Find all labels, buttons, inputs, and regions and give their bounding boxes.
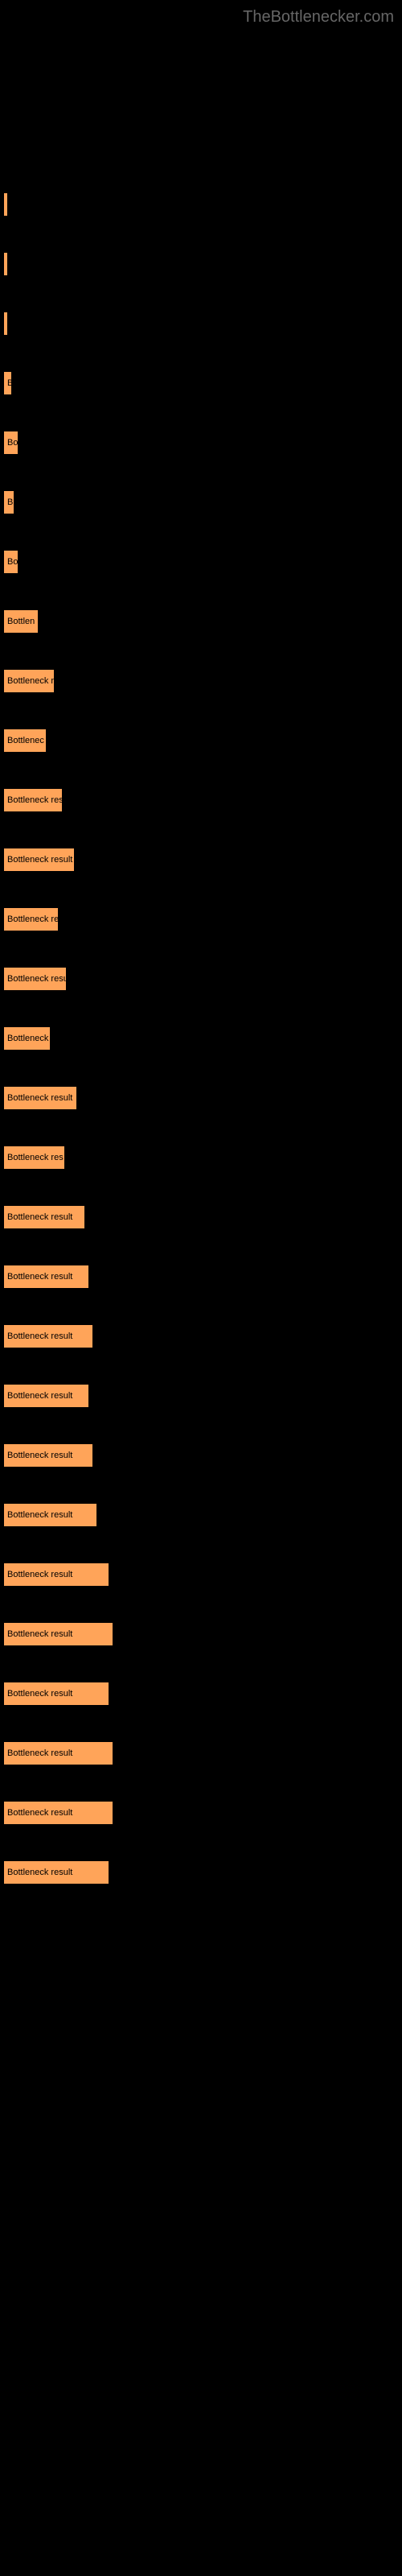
chart-bar: Bottleneck re: [4, 908, 58, 931]
chart-bar: Bottlen: [4, 610, 38, 633]
bar-row: Bottleneck result: [4, 848, 402, 871]
bar-row: Bottleneck result: [4, 1325, 402, 1348]
bar-row: Bottleneck result: [4, 1504, 402, 1526]
bar-row: Bo: [4, 431, 402, 454]
chart-bar: Bottleneck result: [4, 1087, 76, 1109]
bar-row: Bottlen: [4, 610, 402, 633]
bar-row: [4, 312, 402, 335]
bar-row: Bottleneck r: [4, 670, 402, 692]
bar-row: Bottleneck res: [4, 789, 402, 811]
bar-row: Bottleneck result: [4, 1682, 402, 1705]
bar-row: Bottleneck result: [4, 1265, 402, 1288]
bar-row: Bottleneck result: [4, 1563, 402, 1586]
chart-bar: [4, 253, 7, 275]
bar-row: Bo: [4, 551, 402, 573]
chart-bar: Bottleneck result: [4, 1623, 113, 1645]
bar-row: Bottleneck result: [4, 1087, 402, 1109]
chart-bar: [4, 312, 7, 335]
chart-bar: [4, 193, 7, 216]
chart-bar: Bottleneck result: [4, 1742, 113, 1765]
bar-row: Bottleneck result: [4, 1623, 402, 1645]
chart-bar: Bottleneck res: [4, 789, 62, 811]
bar-row: Bottleneck result: [4, 1444, 402, 1467]
bar-row: Bottleneck res: [4, 1146, 402, 1169]
chart-bar: Bottleneck result: [4, 1563, 109, 1586]
bar-row: Bottleneck resu: [4, 968, 402, 990]
chart-bar: Bottleneck result: [4, 1444, 92, 1467]
chart-bar: Bottleneck result: [4, 1682, 109, 1705]
bar-chart: B Bo B Bo Bottlen Bottleneck r Bottlenec Bottle…: [0, 0, 402, 1884]
chart-bar: Bottleneck result: [4, 1802, 113, 1824]
chart-bar: Bottleneck res: [4, 1146, 64, 1169]
chart-bar: Bottleneck result: [4, 1504, 96, 1526]
bar-row: Bottleneck result: [4, 1742, 402, 1765]
bar-row: Bottleneck result: [4, 1861, 402, 1884]
bar-row: Bottleneck result: [4, 1802, 402, 1824]
chart-bar: B: [4, 372, 11, 394]
chart-bar: Bo: [4, 431, 18, 454]
watermark-text: TheBottlenecker.com: [243, 8, 394, 27]
bar-row: B: [4, 491, 402, 514]
bar-row: Bottleneck re: [4, 908, 402, 931]
chart-bar: Bo: [4, 551, 18, 573]
chart-bar: Bottleneck result: [4, 1861, 109, 1884]
chart-bar: Bottleneck result: [4, 1206, 84, 1228]
chart-bar: Bottlenec: [4, 729, 46, 752]
chart-bar: Bottleneck result: [4, 1265, 88, 1288]
bar-row: Bottlenec: [4, 729, 402, 752]
chart-bar: Bottleneck result: [4, 848, 74, 871]
bar-row: [4, 253, 402, 275]
chart-bar: Bottleneck result: [4, 1385, 88, 1407]
chart-bar: Bottleneck result: [4, 1325, 92, 1348]
bar-row: [4, 193, 402, 216]
chart-bar: Bottleneck r: [4, 670, 54, 692]
bar-row: Bottleneck result: [4, 1206, 402, 1228]
chart-bar: Bottleneck: [4, 1027, 50, 1050]
bar-row: Bottleneck: [4, 1027, 402, 1050]
chart-bar: Bottleneck resu: [4, 968, 66, 990]
bar-row: B: [4, 372, 402, 394]
bar-row: Bottleneck result: [4, 1385, 402, 1407]
chart-bar: B: [4, 491, 14, 514]
